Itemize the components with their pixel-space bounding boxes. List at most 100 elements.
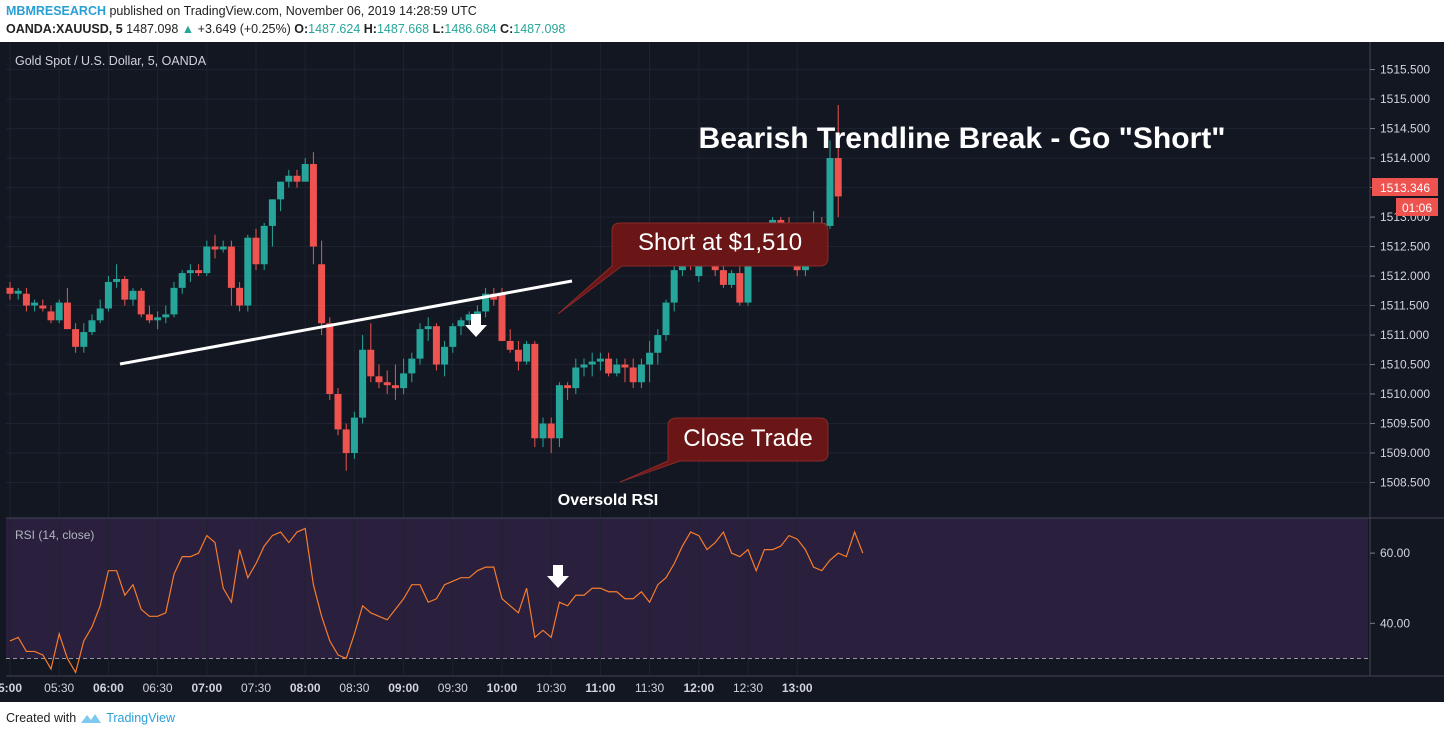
- candle[interactable]: [564, 382, 572, 400]
- candle[interactable]: [137, 287, 145, 318]
- candle[interactable]: [391, 364, 399, 400]
- candle[interactable]: [441, 340, 449, 377]
- candle[interactable]: [826, 140, 834, 229]
- callout-short[interactable]: Short at $1,510: [557, 222, 829, 315]
- candle-body: [104, 281, 112, 309]
- candle[interactable]: [457, 317, 465, 336]
- candle[interactable]: [531, 340, 539, 448]
- candle[interactable]: [432, 323, 440, 371]
- candle[interactable]: [646, 340, 654, 383]
- candle[interactable]: [728, 270, 736, 288]
- candle[interactable]: [293, 169, 301, 188]
- candle[interactable]: [309, 152, 317, 265]
- candle[interactable]: [39, 299, 47, 312]
- candle[interactable]: [555, 382, 563, 448]
- candle[interactable]: [350, 411, 358, 459]
- candle[interactable]: [145, 305, 153, 324]
- candle[interactable]: [121, 276, 129, 306]
- candle[interactable]: [523, 340, 531, 365]
- candle[interactable]: [572, 358, 580, 395]
- candle[interactable]: [547, 417, 555, 454]
- rsi-tick-label: 40.00: [1380, 616, 1410, 630]
- candle[interactable]: [662, 299, 670, 341]
- candle[interactable]: [670, 264, 678, 312]
- candle[interactable]: [629, 358, 637, 389]
- candle[interactable]: [424, 317, 432, 341]
- candle[interactable]: [203, 240, 211, 277]
- candle[interactable]: [482, 287, 490, 318]
- candle[interactable]: [621, 358, 629, 383]
- candle[interactable]: [375, 364, 383, 389]
- candle[interactable]: [22, 287, 30, 312]
- candle[interactable]: [113, 264, 121, 288]
- candle[interactable]: [326, 317, 334, 400]
- candle-body: [121, 279, 129, 300]
- candle[interactable]: [170, 281, 178, 318]
- candle[interactable]: [301, 158, 309, 182]
- candle[interactable]: [6, 281, 14, 300]
- price-axis[interactable]: 1515.5001515.0001514.5001514.0001513.500…: [1370, 63, 1430, 490]
- candle[interactable]: [260, 222, 268, 271]
- candle[interactable]: [31, 299, 39, 312]
- price-change: +3.649 (+0.25%): [197, 22, 291, 36]
- candle[interactable]: [359, 335, 367, 424]
- candle[interactable]: [252, 228, 260, 271]
- candle[interactable]: [408, 352, 416, 383]
- candle[interactable]: [736, 264, 744, 306]
- candle[interactable]: [80, 323, 88, 353]
- rsi-axis[interactable]: 60.00 40.00: [1370, 546, 1410, 630]
- candle[interactable]: [596, 352, 604, 371]
- candle[interactable]: [318, 240, 326, 336]
- candle[interactable]: [227, 240, 235, 306]
- candle[interactable]: [186, 264, 194, 282]
- candle[interactable]: [449, 323, 457, 353]
- time-axis[interactable]: 5:00 05:30 06:00 06:30 07:00 07:30 08:00 08:30 0…: [0, 681, 813, 695]
- candle[interactable]: [219, 240, 227, 253]
- candle[interactable]: [514, 340, 522, 371]
- candle[interactable]: [416, 323, 424, 365]
- candle[interactable]: [285, 169, 293, 188]
- candle[interactable]: [236, 281, 244, 312]
- candle[interactable]: [367, 323, 375, 383]
- candle[interactable]: [88, 314, 96, 336]
- candle[interactable]: [539, 417, 547, 448]
- candle[interactable]: [63, 287, 71, 330]
- candle[interactable]: [588, 352, 596, 377]
- candle[interactable]: [14, 287, 22, 300]
- candle[interactable]: [195, 264, 203, 277]
- candle[interactable]: [211, 234, 219, 259]
- candle[interactable]: [334, 388, 342, 436]
- candle[interactable]: [654, 329, 662, 365]
- candle[interactable]: [47, 305, 55, 324]
- candle[interactable]: [637, 358, 645, 389]
- candle[interactable]: [498, 287, 506, 341]
- candle[interactable]: [162, 305, 170, 324]
- candle-body: [31, 302, 39, 306]
- candle[interactable]: [342, 423, 350, 471]
- candle[interactable]: [277, 181, 285, 212]
- candle[interactable]: [55, 299, 63, 324]
- author-name[interactable]: MBMRESEARCH: [6, 4, 106, 18]
- candle[interactable]: [178, 270, 186, 294]
- candle[interactable]: [268, 199, 276, 247]
- tradingview-brand[interactable]: TradingView: [106, 711, 175, 725]
- candle[interactable]: [613, 358, 621, 377]
- candle[interactable]: [580, 358, 588, 377]
- candle[interactable]: [154, 311, 162, 330]
- trendline[interactable]: [119, 279, 573, 366]
- candle-body: [523, 343, 531, 362]
- candle[interactable]: [383, 370, 391, 395]
- candle[interactable]: [104, 276, 112, 312]
- chart-area[interactable]: 1515.5001515.0001514.5001514.0001513.500…: [0, 42, 1444, 702]
- candle[interactable]: [605, 352, 613, 377]
- candle[interactable]: [719, 264, 727, 288]
- candle[interactable]: [72, 323, 80, 353]
- candle[interactable]: [244, 234, 252, 312]
- candle[interactable]: [506, 329, 514, 353]
- candle[interactable]: [129, 287, 137, 306]
- candle[interactable]: [400, 358, 408, 395]
- candle[interactable]: [96, 299, 104, 324]
- time-tick-label: 12:30: [733, 681, 763, 695]
- callout-close[interactable]: Close Trade: [619, 417, 829, 483]
- candle[interactable]: [834, 104, 842, 218]
